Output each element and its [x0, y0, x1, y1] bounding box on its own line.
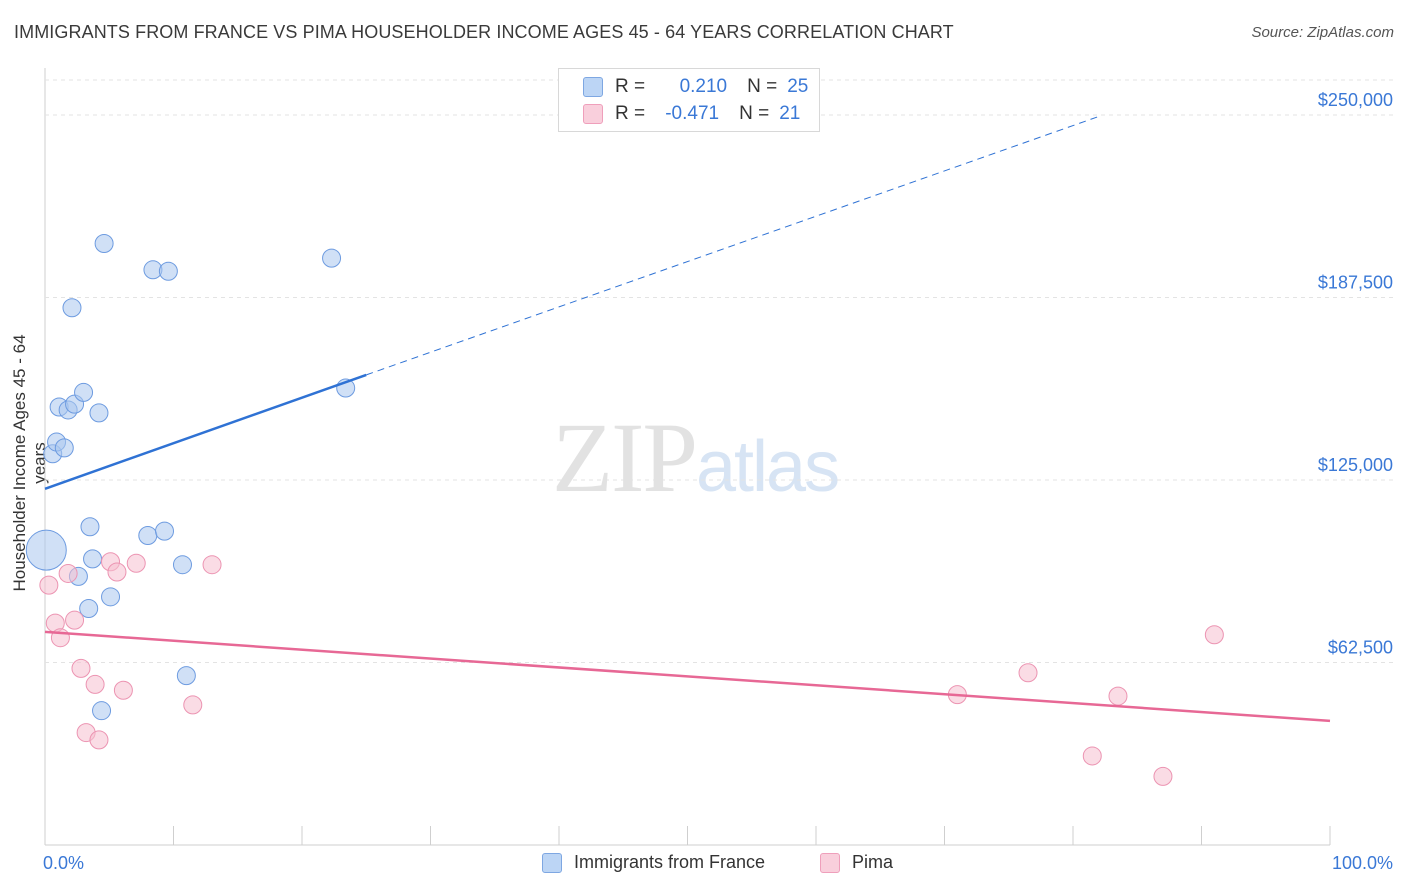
data-point-france — [89, 403, 109, 423]
data-point-pima — [39, 575, 59, 595]
data-point-france — [94, 234, 114, 254]
data-point-france — [25, 529, 67, 571]
chart-title: IMMIGRANTS FROM FRANCE VS PIMA HOUSEHOLD… — [14, 22, 954, 42]
legend-r-value: -0.471 — [665, 103, 720, 124]
correlation-legend: R = 0.210 N = 25 R = -0.471 N = 21 — [558, 68, 820, 132]
legend-r-value: 0.210 — [679, 76, 728, 97]
series-label-pima: Pima — [852, 852, 894, 872]
data-point-france — [62, 298, 82, 318]
watermark-atlas: atlas — [696, 427, 840, 507]
data-point-pima — [113, 680, 133, 700]
y-tick-label: $250,000 — [1318, 90, 1393, 110]
watermark-zip: ZIP — [552, 402, 698, 513]
y-tick-label: $62,500 — [1328, 638, 1393, 658]
data-point-france — [54, 438, 74, 458]
legend-r-label: R = — [615, 76, 646, 97]
legend-n-label: N = — [739, 103, 770, 124]
data-point-pima — [183, 695, 203, 715]
legend-row-pima: R = -0.471 N = 21 — [583, 102, 800, 126]
y-tick-label: $125,000 — [1318, 455, 1393, 475]
y-tick-label: $187,500 — [1318, 273, 1393, 293]
legend-n-label: N = — [747, 76, 778, 97]
series-label-france: Immigrants from France — [574, 852, 766, 872]
data-point-france — [74, 382, 94, 402]
data-point-france — [138, 525, 158, 545]
source-credit: Source: ZipAtlas.com — [1251, 24, 1394, 41]
data-point-pima — [1018, 663, 1038, 683]
data-point-france — [79, 598, 99, 618]
data-point-france — [101, 587, 121, 607]
series-legend-france: Immigrants from France — [542, 852, 765, 873]
watermark: ZIPatlas — [552, 400, 840, 515]
data-point-france — [80, 517, 100, 537]
series-legend-pima: Pima — [820, 852, 893, 873]
data-point-pima — [85, 674, 105, 694]
x-tick-label: 0.0% — [43, 853, 84, 873]
data-point-pima — [71, 658, 91, 678]
data-point-pima — [1204, 625, 1224, 645]
legend-row-france: R = 0.210 N = 25 — [583, 75, 808, 99]
data-point-france — [92, 701, 112, 721]
legend-swatch-france — [583, 77, 603, 97]
data-point-pima — [65, 610, 85, 630]
data-point-france — [322, 248, 342, 268]
data-point-pima — [126, 553, 146, 573]
data-point-france — [172, 555, 192, 575]
legend-n-value: 25 — [787, 76, 809, 97]
data-point-pima — [202, 555, 222, 575]
legend-swatch-pima — [583, 104, 603, 124]
legend-n-value: 21 — [779, 103, 801, 124]
x-tick-label: 100.0% — [1332, 853, 1393, 873]
data-point-pima — [58, 563, 78, 583]
legend-r-label: R = — [615, 103, 646, 124]
data-point-pima — [1108, 686, 1128, 706]
data-point-pima — [107, 562, 127, 582]
data-point-pima — [89, 730, 109, 750]
trend-line-france — [44, 373, 367, 490]
series-swatch-pima — [820, 852, 840, 873]
data-point-france — [155, 521, 175, 541]
data-point-france — [158, 261, 178, 281]
trend-line-france-extension — [366, 116, 1099, 376]
data-point-pima — [1153, 766, 1173, 786]
data-point-france — [83, 549, 103, 569]
data-point-france — [176, 666, 196, 686]
trend-line-pima — [44, 630, 1331, 723]
data-point-pima — [1082, 746, 1102, 766]
series-swatch-france — [542, 852, 562, 873]
series-legend: Immigrants from France Pima — [0, 852, 1406, 878]
